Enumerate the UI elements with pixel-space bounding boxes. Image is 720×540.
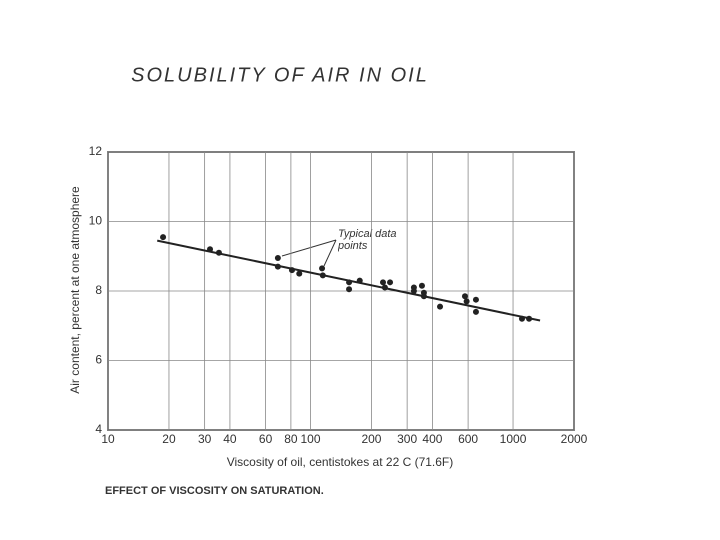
data-point <box>437 303 444 310</box>
y-tick-label: 6 <box>95 353 102 367</box>
annotation: Typical data points <box>338 228 397 252</box>
data-point <box>380 279 387 286</box>
x-tick-label: 100 <box>301 432 321 446</box>
data-point <box>274 254 281 261</box>
data-point <box>215 249 222 256</box>
x-tick-label: 1000 <box>500 432 527 446</box>
data-point <box>319 272 326 279</box>
x-tick-label: 300 <box>397 432 417 446</box>
y-axis-label: Air content, percent at one atmosphere <box>68 186 82 394</box>
data-point <box>387 279 394 286</box>
x-tick-label: 10 <box>101 432 115 446</box>
data-point <box>472 308 479 315</box>
annotation-box: Typical data points <box>338 228 397 252</box>
x-tick-label: 400 <box>422 432 442 446</box>
data-point <box>207 246 214 253</box>
x-tick-label: 30 <box>198 432 212 446</box>
x-tick-label: 40 <box>223 432 237 446</box>
data-point <box>160 234 167 241</box>
data-point <box>418 282 425 289</box>
data-point <box>463 298 470 305</box>
chart-title: SOLUBILITY OF AIR IN OIL <box>131 64 429 86</box>
data-point <box>420 293 427 300</box>
y-tick-label: 8 <box>95 283 102 297</box>
x-tick-label: 60 <box>259 432 273 446</box>
data-point <box>296 270 303 277</box>
x-tick-label: 80 <box>284 432 298 446</box>
data-point <box>472 296 479 303</box>
data-point <box>461 293 468 300</box>
annotation-arrow <box>281 239 337 267</box>
y-tick-label: 10 <box>89 214 103 228</box>
data-point <box>518 315 525 322</box>
caption: EFFECT OF VISCOSITY ON SATURATION. <box>105 485 324 497</box>
data-point <box>346 279 353 286</box>
data-point <box>274 263 281 270</box>
x-axis-label: Viscosity of oil, centistokes at 22 C (7… <box>227 455 454 469</box>
data-point <box>356 277 363 284</box>
x-tick-label: 600 <box>458 432 478 446</box>
y-tick-label: 4 <box>95 422 102 436</box>
data-point <box>288 267 295 274</box>
x-tick-label: 200 <box>361 432 381 446</box>
data-point <box>381 284 388 291</box>
y-tick-label: 12 <box>89 144 103 158</box>
x-tick-label: 20 <box>162 432 176 446</box>
data-point <box>319 265 326 272</box>
data-point <box>410 288 417 294</box>
data-point <box>526 315 533 322</box>
x-tick-label: 2000 <box>561 432 588 446</box>
data-point <box>346 286 353 293</box>
